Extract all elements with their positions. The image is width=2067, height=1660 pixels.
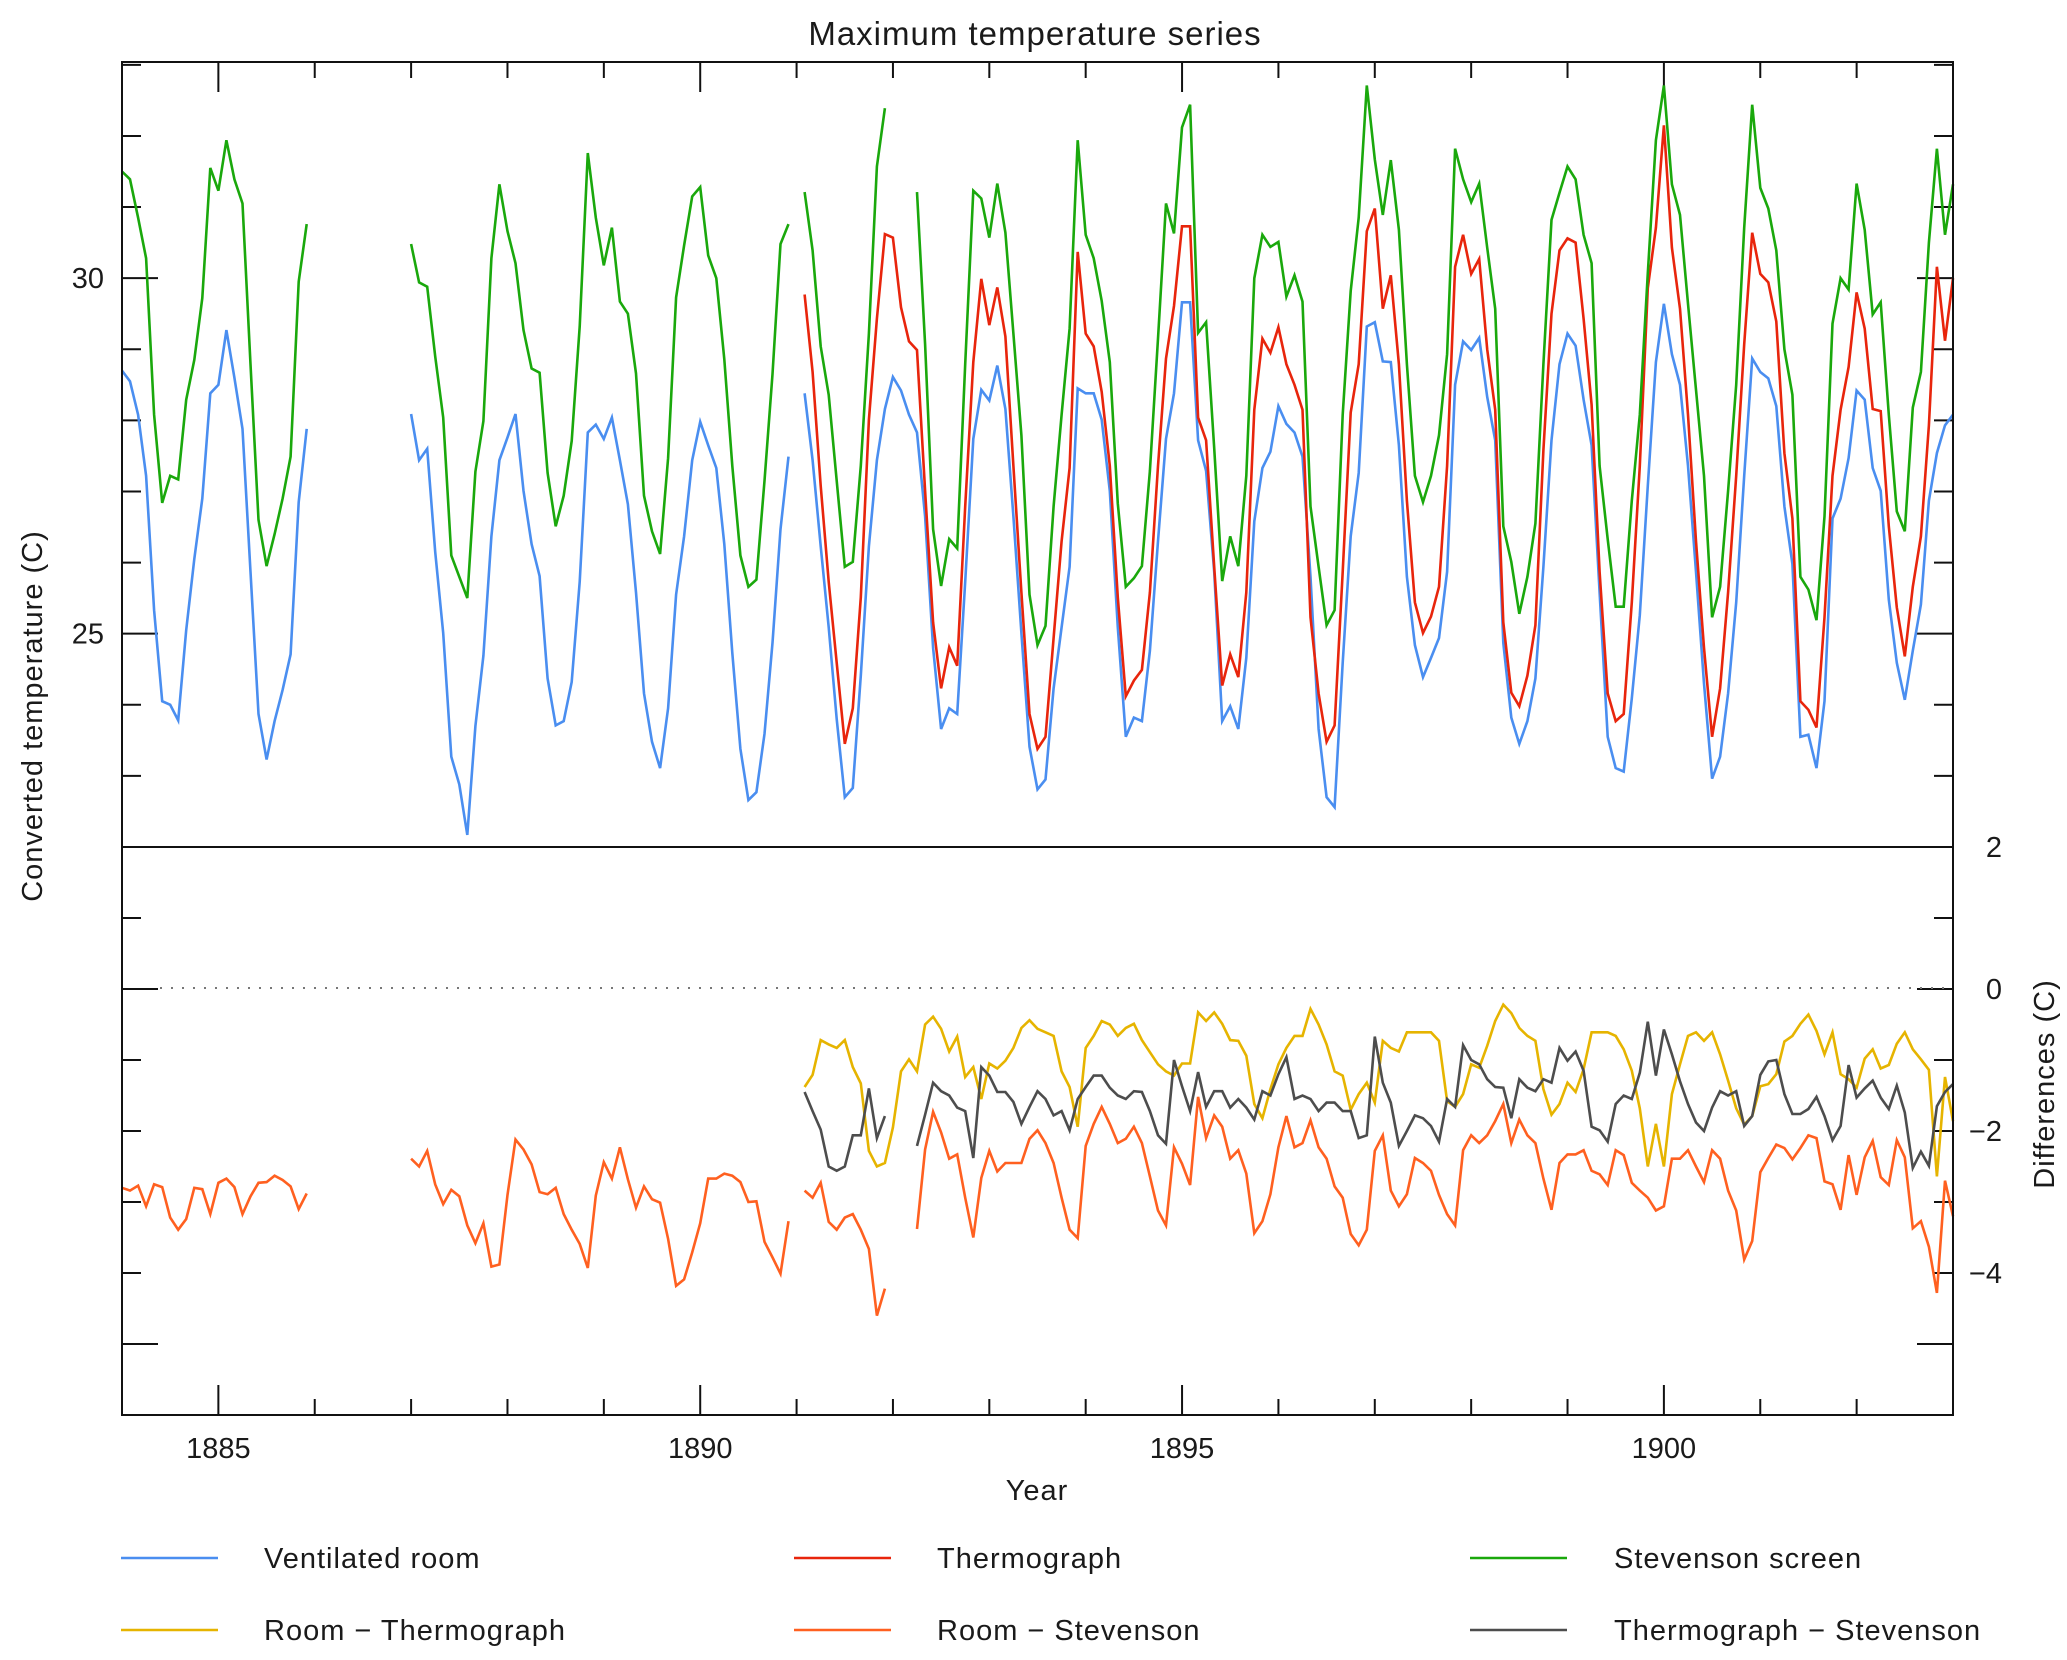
legend-item-room-thermograph: Room − Thermograph [121, 1615, 566, 1647]
legend-item-room-stevenson: Room − Stevenson [794, 1615, 1200, 1647]
legend-item-stevenson-screen: Stevenson screen [1470, 1543, 1862, 1575]
room-stevenson-line [121, 1174, 308, 1232]
thermograph-line [803, 125, 1955, 753]
stevenson-screen-line [121, 139, 308, 567]
tick-labels: 1885 1890 1895 1900 25 30 2 0 −2 −4 [72, 263, 2002, 1465]
chart-title: Maximum temperature series [808, 15, 1261, 52]
legend-label: Thermograph − Stevenson [1614, 1615, 1981, 1647]
legend-label: Thermograph [937, 1543, 1122, 1575]
x-axis-label: Year [1006, 1475, 1069, 1507]
series-layer [120, 85, 1955, 1316]
y-tick-label-lower: 2 [1986, 832, 2002, 864]
y-axis-label-upper: Converted temperature (C) [17, 530, 49, 902]
x-tick-label: 1900 [1632, 1433, 1697, 1465]
x-tick-label: 1885 [186, 1433, 251, 1465]
room-thermograph-line [803, 1002, 1955, 1177]
plot-frame [121, 61, 1954, 1416]
legend-item-thermograph: Thermograph [794, 1543, 1122, 1575]
thermograph-stevenson-series [803, 1021, 1954, 1173]
y-tick-label-lower: 0 [1986, 974, 2002, 1006]
stevenson-screen-series [121, 85, 1955, 650]
room-thermograph-series [803, 1002, 1955, 1177]
y-tick-label-upper: 25 [72, 619, 104, 651]
stevenson-screen-line [803, 85, 1955, 650]
ventilated-room-line [409, 412, 790, 836]
legend-label: Room − Stevenson [937, 1615, 1200, 1647]
stevenson-screen-line [409, 152, 790, 599]
axis-ticks [121, 62, 1954, 1415]
room-stevenson-series [121, 1096, 1955, 1316]
thermograph-series [803, 125, 1955, 753]
legend-label: Room − Thermograph [264, 1615, 566, 1647]
ventilated-room-line [803, 301, 1955, 811]
legend-item-ventilated-room: Ventilated room [121, 1543, 481, 1575]
thermograph-stevenson-line [803, 1021, 1954, 1173]
y-axis-label-lower: Differences (C) [2029, 979, 2061, 1188]
y-tick-label-upper: 30 [72, 263, 104, 295]
legend-label: Stevenson screen [1614, 1543, 1862, 1575]
y-tick-label-lower: −2 [1969, 1116, 2002, 1148]
x-tick-label: 1890 [668, 1433, 733, 1465]
y-tick-label-lower: −4 [1969, 1258, 2002, 1290]
ventilated-room-series [120, 301, 1955, 836]
ventilated-room-line [120, 329, 308, 760]
x-tick-label: 1895 [1150, 1433, 1215, 1465]
legend-label: Ventilated room [264, 1543, 481, 1575]
legend: Ventilated room Thermograph Stevenson sc… [121, 1543, 1981, 1647]
room-stevenson-line [803, 1096, 1955, 1316]
room-stevenson-line [410, 1136, 790, 1289]
legend-item-thermograph-stevenson: Thermograph − Stevenson [1470, 1615, 1981, 1647]
